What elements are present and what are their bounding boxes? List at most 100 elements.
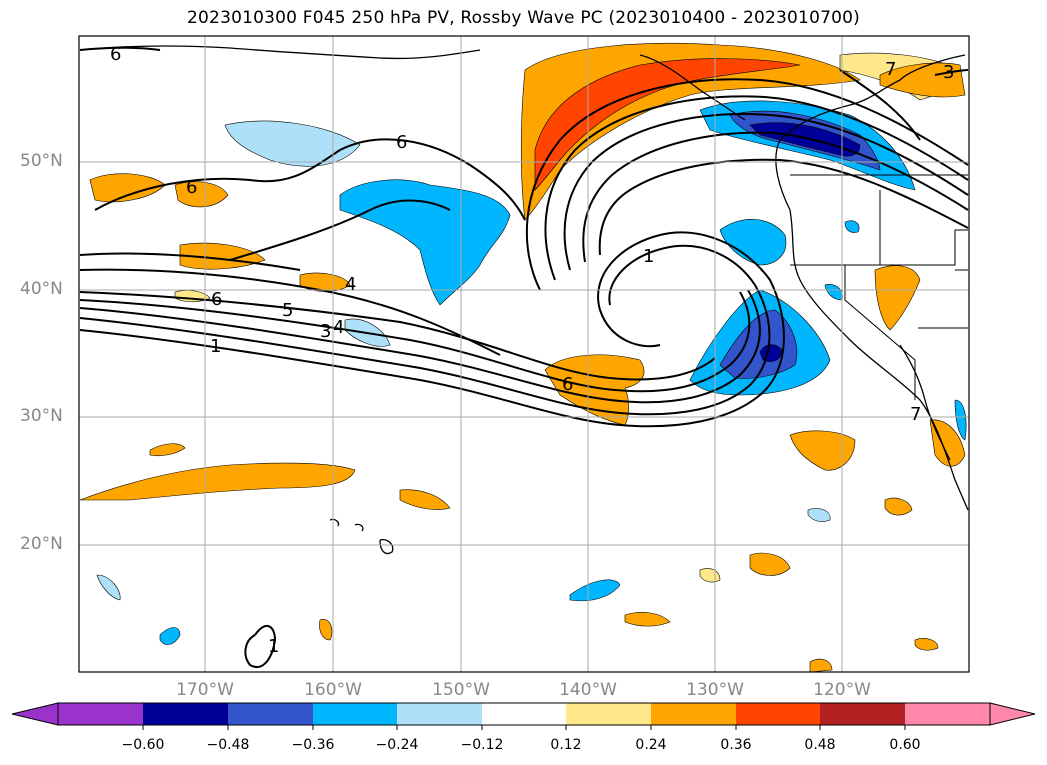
colorbar-tick-label: 0.48 bbox=[804, 737, 836, 753]
pv-contour-1south bbox=[244, 625, 277, 668]
colorbar-tick-label: −0.24 bbox=[375, 737, 419, 753]
colorbar-cell-pink bbox=[905, 703, 990, 725]
contour-label: 4 bbox=[345, 274, 356, 295]
colorbar-tick-label: 0.12 bbox=[550, 737, 582, 753]
anomaly-negative-s2 bbox=[159, 627, 181, 645]
colorbar-tick-label: 0.60 bbox=[889, 737, 921, 753]
pv-contours bbox=[79, 46, 969, 668]
pv-contour-west6b bbox=[229, 199, 451, 261]
pv-contour-nw6 bbox=[79, 46, 161, 51]
colorbar-outline bbox=[57, 702, 991, 726]
lat-label: 30°N bbox=[20, 406, 63, 426]
anomaly-positive-ne2 bbox=[879, 62, 966, 98]
anomaly-positive-sub10 bbox=[699, 568, 721, 583]
colorbar-cell-cyan bbox=[313, 703, 397, 725]
colorbar-tick-label: −0.12 bbox=[460, 737, 504, 753]
coastline-aleutians bbox=[79, 45, 481, 60]
anomaly-positive-west3 bbox=[179, 242, 266, 270]
colorbar-tick-label: −0.36 bbox=[291, 737, 335, 753]
anomaly-positive-south bbox=[544, 354, 645, 426]
coastline-na-west bbox=[775, 54, 969, 511]
lon-label: 170°W bbox=[176, 680, 234, 700]
contour-label: 6 bbox=[562, 374, 573, 395]
colorbar-tick-label: 0.24 bbox=[635, 737, 667, 753]
anomaly-positive-west2 bbox=[174, 181, 229, 208]
contour-label: 5 bbox=[282, 300, 293, 321]
colorbar-cell-yellow bbox=[566, 703, 651, 725]
anomaly-positive-sub12 bbox=[914, 638, 939, 651]
map-plot-area: 6 6 6 6 4 4 5 3 1 1 6 7 7 3 1 bbox=[79, 36, 969, 672]
anomaly-positive-sub9 bbox=[884, 497, 913, 516]
colorbar-extend-low bbox=[11, 702, 59, 726]
anomaly-negative-s7 bbox=[824, 284, 843, 301]
anomaly-positive-north-core bbox=[534, 58, 801, 191]
contour-label: 3 bbox=[320, 321, 331, 342]
lat-label: 40°N bbox=[20, 279, 63, 299]
anomaly-negative-ne-mid-blue bbox=[719, 219, 787, 266]
contour-label: 6 bbox=[396, 132, 407, 153]
anomaly-positive-sub2 bbox=[149, 443, 186, 457]
anomaly-positive-sub4 bbox=[789, 430, 856, 471]
pv-contour-trough4 bbox=[582, 131, 969, 263]
anomaly-positive-sub7 bbox=[749, 552, 791, 576]
contour-label: 3 bbox=[943, 62, 954, 83]
anomaly-negative-s3 bbox=[96, 574, 121, 601]
anomaly-negative-ne-core bbox=[749, 122, 861, 157]
colorbar-cell-firebrick bbox=[820, 703, 905, 725]
anomaly-positive-sub8 bbox=[624, 612, 671, 627]
contour-label: 6 bbox=[211, 289, 222, 310]
map-frame bbox=[78, 35, 970, 673]
colorbar-cell-purple bbox=[58, 703, 143, 725]
pv-contour-trough5 bbox=[598, 158, 969, 256]
anomaly-negative-s6 bbox=[844, 220, 860, 233]
anomaly-negative-s4 bbox=[807, 508, 831, 522]
coastline-baja bbox=[899, 344, 951, 461]
map-title: 2023010300 F045 250 hPa PV, Rossby Wave … bbox=[187, 8, 860, 28]
contour-label: 7 bbox=[885, 59, 896, 80]
colorbar-tick-label: −0.48 bbox=[206, 737, 250, 753]
contour-label: 4 bbox=[333, 317, 344, 338]
contour-labels: 6 6 6 6 4 4 5 3 1 1 6 7 7 3 1 bbox=[110, 44, 954, 657]
contour-label: 6 bbox=[110, 44, 121, 65]
pv-contour-ne7b bbox=[934, 69, 969, 76]
pv-contour-7 bbox=[79, 252, 301, 271]
pv-contour-trough2 bbox=[544, 95, 969, 281]
contour-label: 1 bbox=[268, 636, 279, 657]
colorbar-tick-label: −0.60 bbox=[121, 737, 165, 753]
contour-label: 1 bbox=[210, 336, 221, 357]
lon-label: 120°W bbox=[813, 680, 871, 700]
coastline-hawaii bbox=[329, 518, 394, 555]
anomaly-positive-sub6 bbox=[929, 419, 966, 467]
anomaly-negative-lightblue bbox=[224, 120, 361, 167]
pv-contour-trough1 bbox=[525, 78, 969, 291]
pv-contour-3 bbox=[79, 289, 761, 404]
pv-contour-2 bbox=[79, 244, 771, 416]
pv-contour-4 bbox=[79, 291, 751, 393]
anomaly-positive-sub5 bbox=[874, 265, 921, 331]
anomaly-negative-s5 bbox=[954, 399, 967, 441]
lon-label: 150°W bbox=[432, 680, 490, 700]
pv-contour-trough3 bbox=[563, 113, 969, 271]
anomaly-positive-subtropical bbox=[79, 462, 356, 501]
colorbar-cell-orange bbox=[651, 703, 736, 725]
coastlines bbox=[79, 45, 969, 555]
colorbar-cell-blue bbox=[228, 703, 313, 725]
colorbar-cell-navy bbox=[143, 703, 228, 725]
colorbar-cell-white bbox=[482, 703, 566, 725]
contour-label: 7 bbox=[910, 404, 921, 425]
lon-label: 130°W bbox=[686, 680, 744, 700]
coastline-alaska bbox=[639, 54, 746, 121]
lon-label: 140°W bbox=[559, 680, 617, 700]
contour-label: 1 bbox=[643, 246, 654, 267]
pv-contour-west6 bbox=[94, 138, 526, 221]
colorbar-cell-redorange bbox=[736, 703, 820, 725]
colorbar-extend-high bbox=[989, 702, 1036, 726]
anomaly-positive-sub11 bbox=[319, 619, 333, 641]
colorbar-cell-lightblue bbox=[397, 703, 482, 725]
colorbar-tick-label: 0.36 bbox=[720, 737, 752, 753]
anomaly-negative-s1 bbox=[569, 579, 621, 602]
lat-label: 20°N bbox=[20, 534, 63, 554]
political-boundaries bbox=[790, 174, 968, 400]
contour-label: 6 bbox=[186, 177, 197, 198]
